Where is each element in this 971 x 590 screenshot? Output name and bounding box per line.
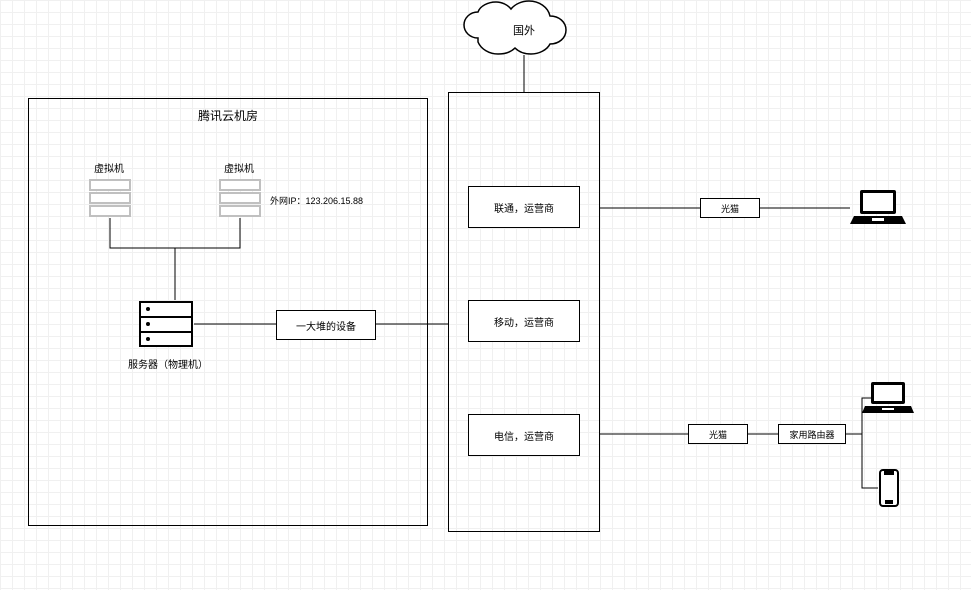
telecom-box: 电信，运营商 — [468, 414, 580, 456]
mobile-box: 移动，运营商 — [468, 300, 580, 342]
devices-label: 一大堆的设备 — [296, 318, 356, 333]
devices-box: 一大堆的设备 — [276, 310, 376, 340]
vm1-icon — [88, 178, 132, 218]
router-box: 家用路由器 — [778, 424, 846, 444]
fiber2-box: 光猫 — [688, 424, 748, 444]
laptop1-icon — [850, 188, 906, 228]
laptop2-icon — [862, 380, 914, 416]
vm1-label: 虚拟机 — [94, 160, 124, 175]
fiber1-label: 光猫 — [721, 202, 739, 215]
fiber1-box: 光猫 — [700, 198, 760, 218]
unicom-box: 联通，运营商 — [468, 186, 580, 228]
telecom-label: 电信，运营商 — [494, 428, 554, 443]
mobile-label: 移动，运营商 — [494, 314, 554, 329]
vm2-icon — [218, 178, 262, 218]
server-label: 服务器（物理机） — [128, 356, 208, 371]
fiber2-label: 光猫 — [709, 428, 727, 441]
phone-icon — [878, 468, 900, 508]
diagram-canvas: 国外 腾讯云机房 虚拟机 虚拟机 外网 — [0, 0, 971, 590]
vm2-label: 虚拟机 — [224, 160, 254, 175]
cloud-label: 国外 — [513, 24, 535, 37]
cloud-overseas: 国外 — [464, 1, 566, 54]
tencent-cloud-title: 腾讯云机房 — [29, 107, 427, 124]
unicom-label: 联通，运营商 — [494, 200, 554, 215]
server-icon — [138, 300, 194, 348]
public-ip-label: 外网IP：123.206.15.88 — [270, 194, 363, 207]
router-label: 家用路由器 — [789, 428, 834, 441]
